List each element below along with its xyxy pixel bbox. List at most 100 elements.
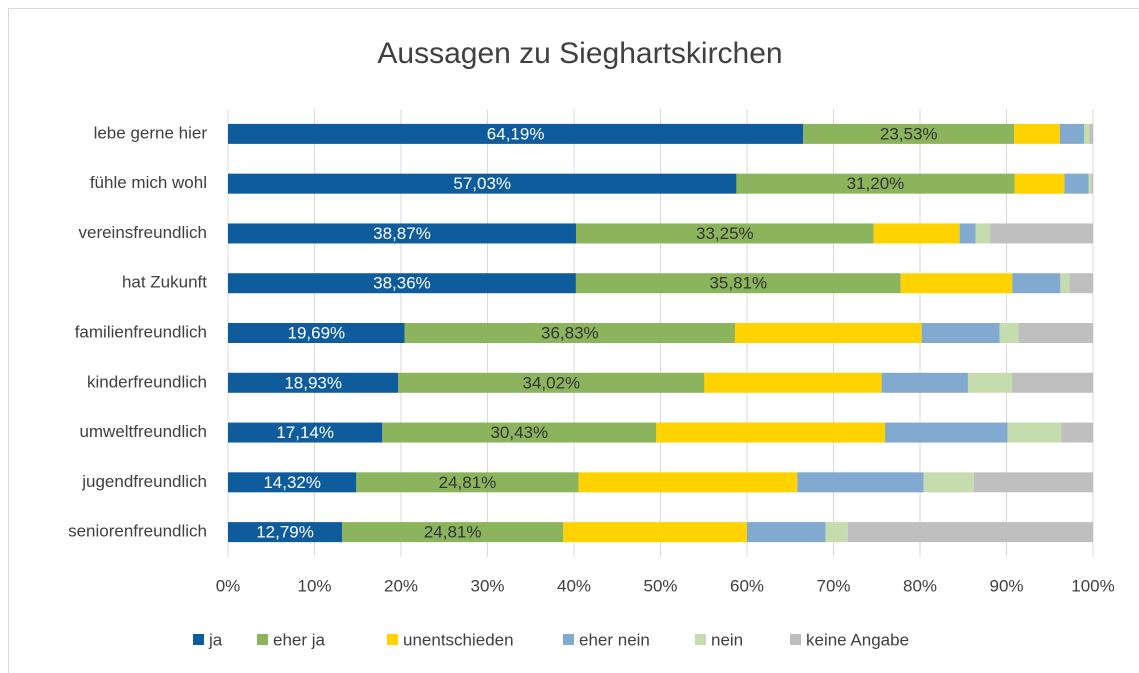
- bar-segment: [404, 323, 736, 343]
- bar-segment: [228, 422, 383, 443]
- x-tick-label: 50%: [643, 576, 677, 595]
- bar-segment: [881, 372, 968, 393]
- data-label: 30,43%: [490, 423, 548, 442]
- y-tick-label: familienfreundlich: [75, 322, 207, 341]
- data-label: 23,53%: [880, 124, 938, 143]
- bar-segment: [900, 273, 1013, 294]
- legend-swatch: [563, 634, 574, 645]
- legend-label: eher nein: [579, 630, 650, 649]
- legend-label: keine Angabe: [806, 630, 909, 649]
- legend-label: nein: [711, 630, 743, 649]
- legend-swatch: [257, 634, 268, 645]
- bar-segment: [228, 223, 576, 244]
- bar-segment: [803, 123, 1015, 144]
- x-tick-label: 10%: [297, 576, 331, 595]
- bar-segment: [747, 522, 826, 543]
- bar-segment: [847, 522, 1093, 543]
- x-tick-label: 100%: [1071, 576, 1114, 595]
- bar-segment: [1064, 173, 1089, 194]
- bar-segment: [1089, 123, 1093, 144]
- data-label: 64,19%: [487, 124, 545, 143]
- bar-segment: [975, 223, 991, 244]
- bar-segment: [1012, 372, 1093, 393]
- bar-segment: [736, 173, 1015, 194]
- y-tick-label: lebe gerne hier: [94, 123, 208, 142]
- bar-segment: [228, 123, 804, 144]
- data-label: 35,81%: [709, 274, 767, 293]
- legend-label: unentschieden: [403, 630, 514, 649]
- bar-segment: [1012, 273, 1061, 294]
- y-tick-label: fühle mich wohl: [90, 173, 207, 192]
- y-tick-label: vereinsfreundlich: [78, 223, 207, 242]
- bar-segment: [967, 372, 1013, 393]
- legend-swatch: [387, 634, 398, 645]
- data-label: 57,03%: [453, 174, 511, 193]
- bar-segment: [973, 472, 1093, 493]
- bar-segment: [735, 323, 922, 343]
- legend-label: eher ja: [273, 630, 326, 649]
- data-label: 14,32%: [263, 473, 321, 492]
- legend-swatch: [193, 634, 204, 645]
- bar-segment: [921, 323, 1000, 343]
- bar-segment: [656, 422, 886, 443]
- bar-segment: [885, 422, 1008, 443]
- bar-segment: [1007, 422, 1062, 443]
- y-tick-label: jugendfreundlich: [81, 472, 207, 491]
- data-label: 33,25%: [696, 224, 754, 243]
- bar-segment: [990, 223, 1093, 244]
- data-label: 38,36%: [373, 274, 431, 293]
- data-label: 17,14%: [276, 423, 334, 442]
- bar-segment: [228, 323, 405, 343]
- chart-title: Aussagen zu Sieghartskirchen: [377, 37, 782, 70]
- y-tick-label: umweltfreundlich: [79, 422, 207, 441]
- bar-segment: [356, 472, 579, 493]
- bar-segment: [578, 472, 798, 493]
- legend-label: ja: [208, 630, 223, 649]
- x-tick-label: 90%: [989, 576, 1023, 595]
- bar-segment: [228, 372, 399, 393]
- bar-segment: [575, 273, 901, 294]
- bar-segment: [1018, 323, 1093, 343]
- data-label: 18,93%: [284, 373, 342, 392]
- legend-swatch: [695, 634, 706, 645]
- bar-segment: [575, 223, 874, 244]
- data-label: 24,81%: [439, 473, 497, 492]
- bar-segment: [1060, 273, 1070, 294]
- bar-segment: [999, 323, 1019, 343]
- bar-segment: [342, 522, 564, 543]
- y-tick-label: kinderfreundlich: [87, 372, 207, 391]
- y-tick-label: seniorenfreundlich: [68, 522, 207, 541]
- x-tick-label: 60%: [730, 576, 764, 595]
- data-label: 31,20%: [847, 174, 905, 193]
- x-tick-label: 40%: [557, 576, 591, 595]
- bar-segment: [398, 372, 705, 393]
- bar-segment: [825, 522, 848, 543]
- bar-segment: [382, 422, 657, 443]
- bar-segment: [873, 223, 960, 244]
- bar-segment: [228, 472, 357, 493]
- bar-segment: [1014, 173, 1065, 194]
- x-tick-label: 20%: [384, 576, 418, 595]
- data-label: 38,87%: [373, 224, 431, 243]
- bar-segment: [797, 472, 924, 493]
- bar-segment: [1069, 273, 1093, 294]
- data-label: 19,69%: [287, 323, 345, 342]
- x-tick-label: 30%: [470, 576, 504, 595]
- bar-segment: [1061, 422, 1093, 443]
- x-tick-label: 80%: [903, 576, 937, 595]
- chart-frame: [8, 8, 1139, 673]
- y-tick-label: hat Zukunft: [122, 273, 207, 292]
- bar-segment: [704, 372, 882, 393]
- x-tick-label: 70%: [816, 576, 850, 595]
- bar-segment: [1014, 123, 1060, 144]
- bar-segment: [923, 472, 974, 493]
- data-label: 24,81%: [424, 523, 482, 542]
- bar-segment: [563, 522, 747, 543]
- bar-segment: [1084, 123, 1090, 144]
- data-label: 36,83%: [541, 323, 599, 342]
- data-label: 12,79%: [256, 523, 314, 542]
- bar-segment: [959, 223, 976, 244]
- bar-segment: [228, 522, 343, 543]
- data-label: 34,02%: [522, 373, 580, 392]
